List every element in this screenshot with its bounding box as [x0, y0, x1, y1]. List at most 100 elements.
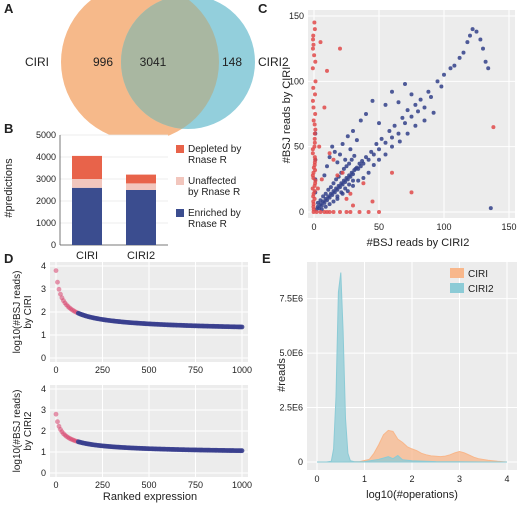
- panel-e-y-tick-label: 5.0E6: [279, 348, 303, 358]
- scatter-point-blue: [324, 192, 328, 196]
- legend-label: CIRI: [468, 269, 488, 280]
- scatter-point-blue: [489, 206, 493, 210]
- scatter-point-blue: [364, 112, 368, 116]
- scatter-point-red: [313, 92, 317, 96]
- scatter-point-blue: [380, 137, 384, 141]
- scatter-point-blue: [359, 119, 363, 123]
- panel-e-x-tick-label: 1: [362, 474, 367, 484]
- scatter-point-blue: [332, 200, 336, 204]
- scatter-point-blue: [356, 179, 360, 183]
- panel-d-x-tick-label: 500: [141, 480, 156, 490]
- legend-swatch: [176, 209, 184, 217]
- scatter-point-red: [315, 210, 319, 214]
- panel-d-y-tick-label: 1: [41, 330, 46, 340]
- scatter-point-red: [311, 43, 315, 47]
- legend-swatch: [450, 268, 464, 278]
- panel-letter-d: D: [4, 251, 13, 266]
- scatter-point-red: [332, 158, 336, 162]
- scatter-point-red: [390, 171, 394, 175]
- panel-e: E log10(#operations) #reads 0 1 2 3 402.5E65…: [262, 251, 517, 501]
- panel-c-x-tick-label: 50: [374, 222, 384, 232]
- panel-letter-b: B: [4, 121, 13, 136]
- legend-swatch: [176, 177, 184, 185]
- scatter-point-blue: [332, 181, 336, 185]
- scatter-point-red: [319, 40, 323, 44]
- scatter-point-red: [328, 210, 332, 214]
- panel-letter-a: A: [4, 1, 14, 16]
- scatter-point-blue: [384, 153, 388, 157]
- legend-label: Unaffected by Rnase R: [188, 176, 240, 198]
- scatter-point-blue: [426, 90, 430, 94]
- rank-point: [54, 268, 59, 273]
- panel-c-x-axis-label: #BSJ reads by CIRI2: [367, 237, 470, 249]
- scatter-point-blue: [384, 103, 388, 107]
- scatter-point-blue: [393, 124, 397, 128]
- venn-count-ciri-only: 996: [93, 55, 113, 69]
- panel-e-x-axis-label: log10(#operations): [366, 489, 458, 501]
- panel-d-y-tick-label: 4: [41, 384, 46, 394]
- scatter-point-blue: [335, 194, 339, 198]
- scatter-point-blue: [325, 164, 329, 168]
- panel-c-x-tick-label: 150: [501, 222, 516, 232]
- scatter-point-red: [312, 53, 316, 57]
- rank-point: [240, 448, 245, 453]
- panel-d-y-tick-label: 0: [41, 353, 46, 363]
- scatter-point-red: [320, 177, 324, 181]
- scatter-point-red: [312, 105, 316, 109]
- scatter-point-blue: [347, 162, 351, 166]
- scatter-point-red: [311, 99, 315, 103]
- scatter-point-red: [313, 155, 317, 159]
- panel-c-y-tick-label: 150: [289, 11, 304, 21]
- scatter-point-blue: [439, 85, 443, 89]
- scatter-point-red: [345, 197, 349, 201]
- panel-d: D Ranked expression 0 250 500 750 100001234l…: [4, 251, 252, 503]
- scatter-point-red: [313, 132, 317, 136]
- scatter-point-blue: [406, 108, 410, 112]
- panel-c-x-tick-label: 0: [311, 222, 316, 232]
- panel-d-x-tick-label: 1000: [232, 480, 252, 490]
- scatter-point-blue: [423, 105, 427, 109]
- scatter-point-blue: [475, 30, 479, 34]
- scatter-point-blue: [335, 160, 339, 164]
- scatter-point-blue: [397, 132, 401, 136]
- scatter-point-blue: [458, 56, 462, 60]
- scatter-point-red: [325, 69, 329, 73]
- scatter-point-red: [338, 47, 342, 51]
- rank-point: [240, 325, 245, 330]
- scatter-point-blue: [350, 158, 354, 162]
- scatter-point-red: [311, 66, 315, 70]
- panel-e-y-tick-label: 7.5E6: [279, 294, 303, 304]
- scatter-point-blue: [328, 202, 332, 206]
- panel-c-y-tick-label: 0: [299, 207, 304, 217]
- scatter-point-red: [311, 151, 315, 155]
- scatter-point-blue: [324, 205, 328, 209]
- scatter-point-blue: [361, 162, 365, 166]
- legend-swatch: [450, 283, 464, 293]
- venn-label-ciri: CIRI: [25, 55, 49, 69]
- scatter-point-red: [313, 79, 317, 83]
- panel-d-y-tick-label: 2: [41, 307, 46, 317]
- scatter-point-blue: [471, 27, 475, 31]
- scatter-point-blue: [319, 198, 323, 202]
- scatter-point-blue: [322, 173, 326, 177]
- bar-segment: [72, 188, 102, 245]
- scatter-point-blue: [406, 132, 410, 136]
- scatter-point-red: [367, 210, 371, 214]
- scatter-point-blue: [432, 111, 436, 115]
- scatter-point-blue: [398, 139, 402, 143]
- panel-b-y-tick-label: 1000: [36, 218, 56, 228]
- legend-swatch: [176, 145, 184, 153]
- scatter-point-red: [313, 137, 317, 141]
- scatter-point-blue: [367, 171, 371, 175]
- scatter-point-blue: [410, 92, 414, 96]
- venn-count-overlap: 3041: [140, 55, 167, 69]
- rank-point: [54, 412, 59, 417]
- scatter-point-blue: [377, 121, 381, 125]
- panel-d-y-tick-label: 3: [41, 405, 46, 415]
- scatter-point-red: [312, 119, 316, 123]
- bar-segment: [72, 156, 102, 179]
- panel-d-x-tick-label: 750: [188, 480, 203, 490]
- panel-d-x-tick-label: 0: [53, 365, 58, 375]
- panel-e-x-tick-label: 0: [314, 474, 319, 484]
- panel-letter-c: C: [258, 1, 268, 16]
